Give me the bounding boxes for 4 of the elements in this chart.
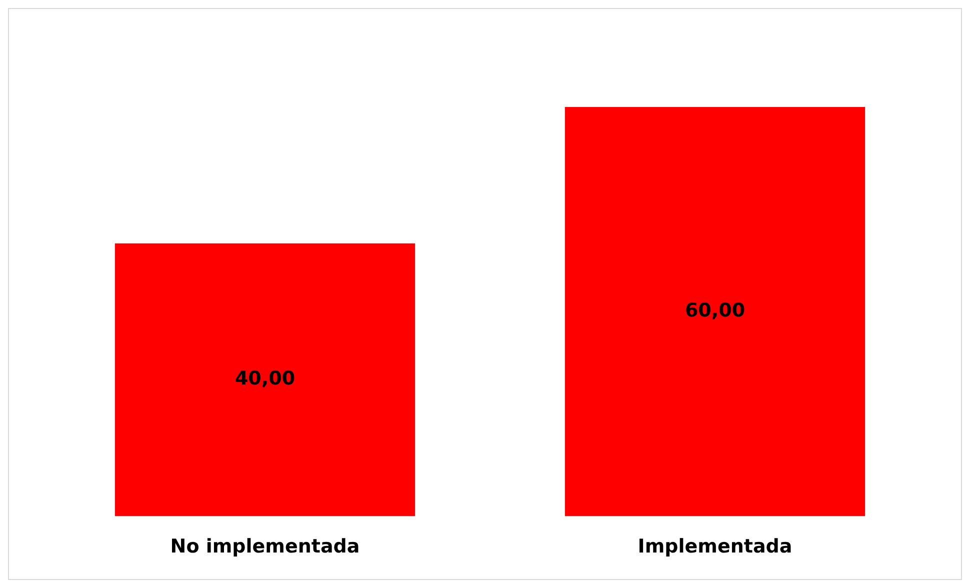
x-tick-label: Implementada [638, 536, 792, 558]
data-label: 60,00 [684, 300, 746, 322]
x-tick-label: No implementada [170, 536, 360, 558]
data-label: 40,00 [234, 368, 296, 390]
